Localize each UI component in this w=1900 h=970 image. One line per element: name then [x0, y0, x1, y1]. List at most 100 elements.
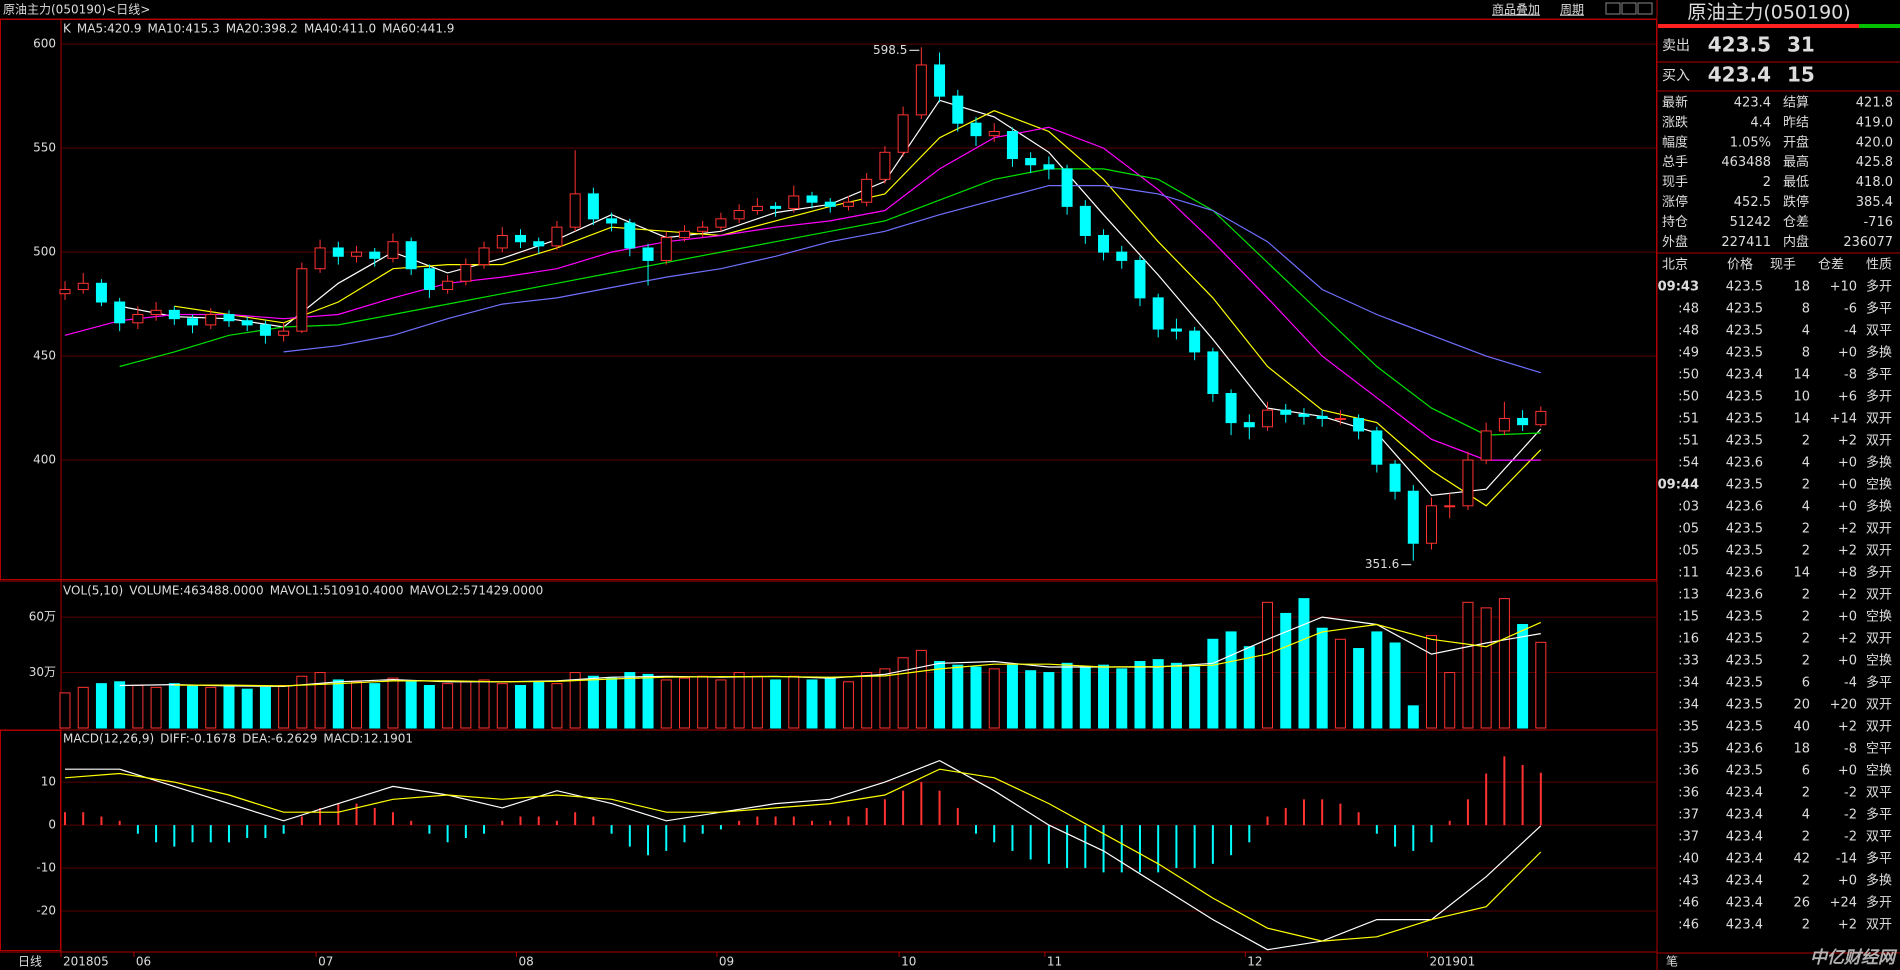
trade-cell: :46	[1678, 918, 1699, 933]
overlay-button[interactable]: 商品叠加	[1492, 2, 1540, 17]
y-tick-label: -10	[36, 861, 56, 875]
trade-cell: 09:44	[1658, 478, 1699, 493]
trade-cell: 2	[1802, 654, 1810, 669]
candle-body	[77, 282, 89, 291]
candle-body	[442, 280, 454, 291]
trade-cell: -8	[1844, 742, 1857, 757]
bid-label: 买入	[1662, 68, 1690, 84]
volume-bar	[1316, 627, 1328, 729]
trade-cell: 423.5	[1726, 610, 1763, 625]
volume-bar	[988, 668, 1000, 729]
y-tick-label: 10	[41, 775, 56, 789]
candle-body	[132, 313, 144, 324]
candle-body	[988, 130, 1000, 137]
volume-bar	[806, 679, 818, 729]
volume-bar	[788, 675, 800, 729]
candle-body	[150, 309, 162, 315]
candle-body	[223, 313, 235, 322]
stat-label: 涨跌	[1662, 114, 1688, 130]
trade-cell: 双开	[1866, 918, 1892, 933]
candle-body	[861, 178, 873, 203]
period-label: 日线	[18, 955, 42, 969]
trade-cell: 双开	[1866, 544, 1892, 559]
trade-cell: :36	[1678, 764, 1699, 779]
trade-cell: 20	[1793, 698, 1810, 713]
trade-cell: 423.4	[1726, 808, 1763, 823]
volume-bar	[842, 681, 854, 729]
candle-body	[332, 247, 344, 257]
trade-cell: :34	[1678, 698, 1699, 713]
trade-cell: 多平	[1866, 367, 1892, 383]
x-tick-label: 201805	[63, 955, 109, 969]
stat-value: -716	[1863, 215, 1893, 230]
stat-label: 持仓	[1662, 215, 1688, 230]
bid-volume: 15	[1787, 63, 1815, 87]
period-button[interactable]: 周期	[1560, 3, 1584, 17]
candle-body	[1444, 505, 1456, 508]
trade-cell: +0	[1838, 478, 1857, 493]
candle-body	[241, 320, 253, 326]
stat-value: 421.8	[1856, 96, 1893, 111]
trade-cell: 2	[1802, 874, 1810, 889]
stat-label: 结算	[1783, 96, 1809, 111]
volume-bar	[1480, 607, 1492, 729]
high-annotation: 598.5	[873, 43, 907, 57]
candle-body	[59, 289, 71, 295]
trade-cell: 多换	[1866, 873, 1892, 889]
trade-cell: +20	[1830, 698, 1857, 713]
volume-bar	[223, 684, 235, 729]
volume-bar	[1535, 641, 1547, 729]
stat-label: 最新	[1662, 95, 1688, 111]
trade-cell: 18	[1793, 742, 1810, 757]
candle-body	[842, 201, 854, 207]
stat-value: 425.8	[1856, 155, 1893, 170]
trade-cell: 双平	[1866, 786, 1892, 801]
candle-body	[678, 230, 690, 239]
candle-body	[1061, 168, 1073, 207]
candle-body	[824, 201, 836, 207]
candle-body	[606, 218, 618, 224]
window-button[interactable]	[1605, 2, 1621, 15]
volume-bar	[751, 675, 763, 729]
ask-price: 423.5	[1708, 33, 1771, 57]
ratio-bar	[1859, 24, 1900, 28]
trade-cell: 09:43	[1658, 280, 1699, 295]
candle-body	[187, 318, 199, 326]
volume-bar	[1116, 668, 1128, 729]
trade-cell: :50	[1678, 390, 1699, 405]
x-tick-label: 07	[318, 955, 333, 969]
stat-label: 内盘	[1783, 234, 1809, 250]
y-tick-label: 500	[33, 245, 56, 259]
trade-cell: +10	[1830, 280, 1857, 295]
volume-bar	[678, 677, 690, 729]
candle-body	[1389, 463, 1401, 492]
tab-label[interactable]: 笔	[1666, 954, 1678, 969]
indicator-label: DEA:-6.2629	[242, 732, 317, 746]
x-tick-label: 12	[1247, 955, 1262, 969]
indicator-label: MA40:411.0	[304, 22, 376, 36]
candle-body	[387, 241, 399, 259]
volume-bar	[587, 675, 599, 729]
volume-bar	[952, 664, 964, 729]
trade-cell: +6	[1838, 390, 1857, 405]
window-button[interactable]	[1637, 2, 1653, 15]
bid-price: 423.4	[1708, 63, 1771, 87]
trade-cell: 18	[1793, 280, 1810, 295]
volume-bar	[569, 672, 581, 729]
volume-bar	[332, 679, 344, 729]
trade-cell: :51	[1678, 434, 1699, 449]
volume-bar	[624, 672, 636, 729]
indicator-label: MA10:415.3	[147, 22, 219, 36]
candle-body	[879, 151, 891, 180]
trade-cell: 423.4	[1726, 786, 1763, 801]
indicator-line	[174, 110, 1542, 507]
trade-cell: 2	[1802, 522, 1810, 537]
trade-header: 仓差	[1818, 258, 1844, 273]
volume-bar	[770, 679, 782, 729]
trade-cell: :43	[1678, 874, 1699, 889]
trade-cell: 多平	[1866, 807, 1892, 823]
window-button[interactable]	[1621, 2, 1637, 15]
candle-body	[1025, 158, 1037, 166]
trade-cell: +0	[1838, 346, 1857, 361]
trade-cell: 多平	[1866, 675, 1892, 691]
